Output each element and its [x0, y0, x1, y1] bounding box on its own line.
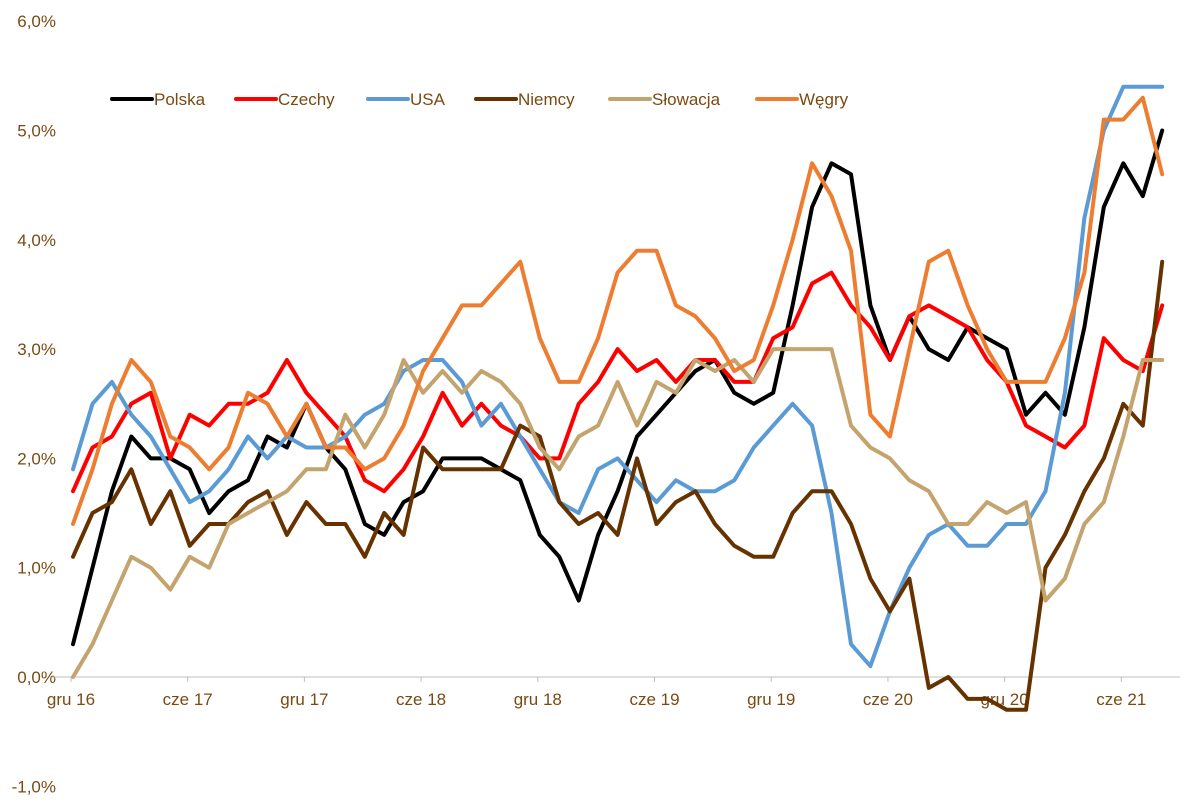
x-tick-label: cze 20	[863, 690, 913, 709]
legend-label: Czechy	[278, 90, 335, 109]
series-lines	[71, 84, 1165, 712]
x-axis-ticks: gru 16 cze 17 gru 17 cze 18 gru 18 cze 19 gru …	[47, 677, 1146, 709]
x-tick-label: cze 18	[396, 690, 446, 709]
y-tick-label: 6,0%	[17, 12, 56, 31]
series-line-węgry	[71, 95, 1165, 526]
y-tick-label: 3,0%	[17, 340, 56, 359]
series-line-słowacja	[71, 347, 1165, 679]
x-tick-label: cze 19	[629, 690, 679, 709]
x-tick-label: cze 17	[163, 690, 213, 709]
legend-label: Polska	[154, 90, 206, 109]
legend-label: Niemcy	[518, 90, 575, 109]
y-tick-label: 4,0%	[17, 231, 56, 250]
y-tick-label: 2,0%	[17, 449, 56, 468]
series-line-niemcy	[71, 259, 1165, 712]
x-tick-label: gru 17	[280, 690, 328, 709]
legend: Polska Czechy USA Niemcy Słowacja Węgry	[110, 90, 849, 109]
series-line-usa	[71, 84, 1165, 669]
x-tick-label: cze 21	[1096, 690, 1146, 709]
x-tick-label: gru 19	[747, 690, 795, 709]
series-line-czechy	[71, 270, 1165, 494]
legend-label: USA	[410, 90, 446, 109]
y-tick-label: 1,0%	[17, 559, 56, 578]
y-tick-label: 5,0%	[17, 122, 56, 141]
y-axis-ticks: -1,0% 0,0% 1,0% 2,0% 3,0% 4,0% 5,0% 6,0%	[12, 12, 56, 796]
legend-label: Węgry	[799, 90, 849, 109]
legend-label: Słowacja	[652, 90, 721, 109]
y-tick-label: 0,0%	[17, 668, 56, 687]
x-tick-label: gru 18	[514, 690, 562, 709]
x-tick-label: gru 20	[980, 690, 1028, 709]
y-tick-label: -1,0%	[12, 777, 56, 796]
x-tick-label: gru 16	[47, 690, 95, 709]
series-line-polska	[71, 128, 1165, 647]
